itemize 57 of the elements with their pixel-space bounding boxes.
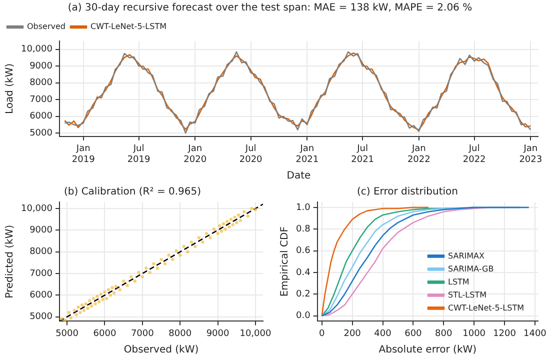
legend-label: STL-LSTM bbox=[448, 290, 487, 300]
x-tick-label: 1400 bbox=[524, 328, 547, 339]
y-tick-label: 0.6 bbox=[296, 246, 311, 256]
y-tick-label: 10,000 bbox=[20, 204, 53, 214]
legend-label: CWT-LeNet-5-LSTM bbox=[90, 22, 167, 32]
y-axis-title: Empirical CDF bbox=[280, 226, 291, 297]
y-tick-label: 8000 bbox=[30, 247, 53, 258]
x-tick-label: Jul 2022 bbox=[462, 144, 486, 165]
y-tick-label: 1.0 bbox=[296, 202, 311, 213]
y-axis-title: Predicted (kW) bbox=[4, 224, 16, 298]
y-tick-label: 0.0 bbox=[296, 311, 311, 322]
chart-title: (b) Calibration (R² = 0.965) bbox=[64, 186, 202, 198]
x-tick-label: 400 bbox=[374, 328, 392, 339]
legend-label: SARIMA-GB bbox=[448, 264, 494, 274]
x-axis-title: Observed (kW) bbox=[124, 344, 199, 356]
x-tick-label: Jan 2020 bbox=[184, 144, 207, 165]
x-axis-title: Absolute error (kW) bbox=[378, 344, 477, 356]
x-axis-title: Date bbox=[286, 170, 311, 182]
chart-title: (c) Error distribution bbox=[356, 186, 458, 198]
y-tick-label: 0.4 bbox=[296, 268, 311, 278]
x-tick-label: 7000 bbox=[130, 328, 154, 339]
legend-label: LSTM bbox=[448, 277, 470, 286]
x-tick-label: Jul 2019 bbox=[127, 144, 151, 165]
chart-title: (a) 30-day recursive forecast over the test span: MAE = 138 kW, MAPE = 2.06 % bbox=[68, 2, 472, 14]
x-tick-label: 8000 bbox=[168, 328, 192, 339]
x-tick-label: 800 bbox=[435, 328, 452, 339]
y-tick-label: 5000 bbox=[30, 312, 53, 322]
y-tick-label: 9000 bbox=[30, 61, 53, 72]
x-tick-label: 1200 bbox=[493, 328, 516, 339]
x-tick-label: Jan 2019 bbox=[72, 144, 96, 165]
x-tick-label: 5000 bbox=[56, 328, 79, 339]
y-tick-label: 0.8 bbox=[296, 224, 311, 234]
y-tick-label: 0.2 bbox=[296, 289, 310, 300]
y-tick-label: 7000 bbox=[30, 94, 53, 105]
x-tick-label: 6000 bbox=[93, 328, 116, 339]
y-tick-label: 6000 bbox=[30, 112, 53, 122]
y-tick-label: 7000 bbox=[30, 268, 53, 279]
y-tick-label: 5000 bbox=[30, 128, 53, 138]
legend-label: SARIMAX bbox=[448, 251, 485, 260]
y-tick-label: 10,000 bbox=[20, 44, 53, 55]
legend-label: Observed bbox=[27, 22, 66, 32]
x-tick-label: Jan 2021 bbox=[296, 144, 319, 165]
y-tick-label: 8000 bbox=[30, 78, 53, 88]
y-tick-label: 9000 bbox=[30, 226, 53, 236]
x-tick-label: 0 bbox=[319, 328, 326, 339]
y-axis-title: Load (kW) bbox=[4, 63, 16, 114]
x-tick-label: Jul 2021 bbox=[351, 144, 374, 165]
x-tick-label: 1000 bbox=[462, 328, 486, 339]
x-tick-label: 600 bbox=[404, 328, 422, 339]
x-tick-label: 9000 bbox=[206, 328, 230, 339]
x-tick-label: Jan 2023 bbox=[519, 144, 542, 165]
x-tick-label: 10,000 bbox=[240, 328, 272, 339]
x-tick-label: 200 bbox=[344, 328, 362, 339]
legend-label: CWT-LeNet-5-LSTM bbox=[448, 303, 524, 312]
y-tick-label: 6000 bbox=[30, 290, 53, 301]
x-tick-label: Jan 2022 bbox=[407, 144, 430, 165]
x-tick-label: Jul 2020 bbox=[239, 144, 263, 165]
